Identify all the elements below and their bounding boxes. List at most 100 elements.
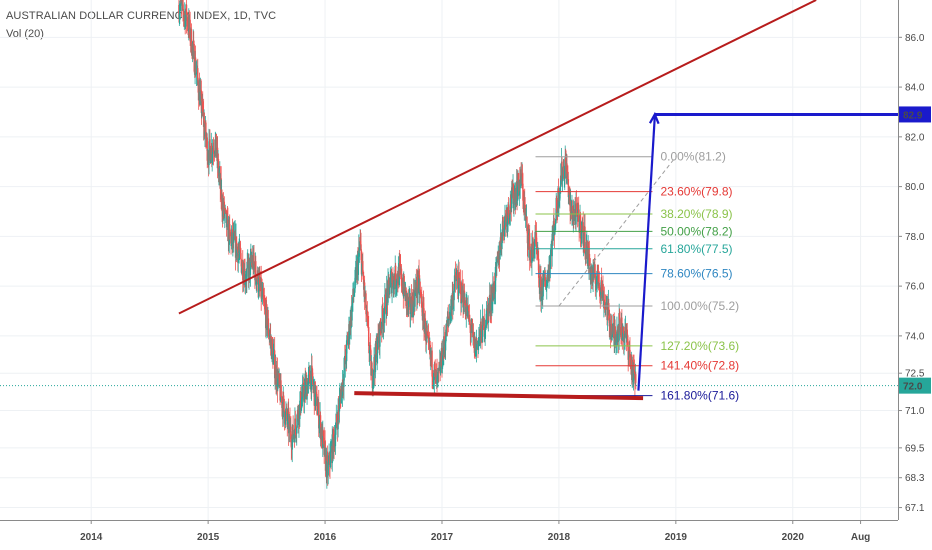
y-tick-label: 78.0 [905,232,925,243]
candle-body [224,209,227,211]
candle-body [460,284,462,304]
candle-body [371,368,373,389]
candle-body [438,365,440,370]
candle-body [247,258,249,265]
candle-body [332,430,335,437]
candle-body [277,378,279,390]
candle-body [183,15,185,18]
candle-body [500,237,502,241]
candle-body [351,301,354,305]
candle-body [597,264,599,276]
candle-body [241,267,243,273]
candle-body [253,252,255,264]
candle-body [594,264,596,277]
candle-body [432,380,435,383]
candle-body [523,201,525,210]
candle-body [555,197,558,211]
candle-body [211,154,213,158]
candle-body [316,414,319,416]
x-tick-label: 2019 [665,532,688,543]
candle-body [300,397,303,409]
candle-body [181,1,183,5]
candle-body [361,263,363,275]
candle-body [401,285,403,288]
candle-body [246,268,248,282]
candle-body [408,301,410,308]
candle-body [182,0,184,10]
candle-body [619,319,621,328]
candle-body [267,318,270,334]
candle-body [223,201,226,216]
candle-body [446,320,448,337]
candle-body [586,260,589,264]
candle-body [193,43,195,72]
candle-body [263,301,266,303]
candle-body [399,263,401,266]
candle-body [366,310,369,319]
fib-diagonal [558,156,677,307]
fib-level-label: 50.00%(78.2) [660,224,732,238]
candle-body [178,4,180,19]
candle-body [564,158,567,162]
candle-body [488,303,490,310]
candle-body [462,289,464,307]
candle-body [182,9,185,16]
candle-body [529,252,532,254]
candle-body [442,349,444,366]
candle-body [480,321,482,329]
candle-body [496,257,498,267]
candle-body [572,220,574,222]
candle-body [197,68,199,81]
candle-body [187,25,189,27]
candle-body [353,294,355,297]
candle-body [239,249,242,254]
candle-body [627,335,629,347]
candle-body [547,274,549,280]
candle-body [352,288,355,297]
candle-body [501,243,503,247]
candle-body [354,269,356,289]
candle-body [554,225,556,235]
candle-body [460,302,463,304]
candle-body [570,200,572,215]
candle-body [316,393,318,415]
candle-body [294,418,296,443]
candle-body [479,321,482,338]
candle-body [608,303,610,310]
candle-body [315,392,318,394]
candle-body [408,297,410,302]
y-tick-label: 71.0 [905,406,925,417]
x-tick-label: 2017 [431,532,454,543]
candle-body [179,11,181,14]
y-tick-label: 67.1 [905,503,925,514]
candle-body [266,325,269,330]
candle-body [623,336,625,343]
candle-body [242,261,244,281]
candle-body [594,276,597,284]
candle-body [194,57,197,75]
candle-body [580,232,583,239]
candle-body [469,323,472,333]
candle-body [579,213,582,239]
candle-body [555,220,557,224]
candle-body [385,288,388,315]
candle-body [622,332,624,340]
candle-body [202,112,205,127]
candle-body [632,365,635,381]
candle-body [530,253,532,259]
candle-body [356,263,358,280]
candle-body [481,342,483,344]
candle-body [296,415,298,428]
candle-body [444,340,447,351]
candle-body [348,324,351,339]
candle-body [553,221,555,224]
candle-body [477,340,480,351]
candle-body [415,282,418,294]
candle-body [283,411,286,424]
candle-body [542,278,544,297]
candle-body [633,369,636,378]
candle-body [606,302,609,321]
candle-body [360,250,363,275]
target-price-badge-label: 82.9 [903,110,923,121]
